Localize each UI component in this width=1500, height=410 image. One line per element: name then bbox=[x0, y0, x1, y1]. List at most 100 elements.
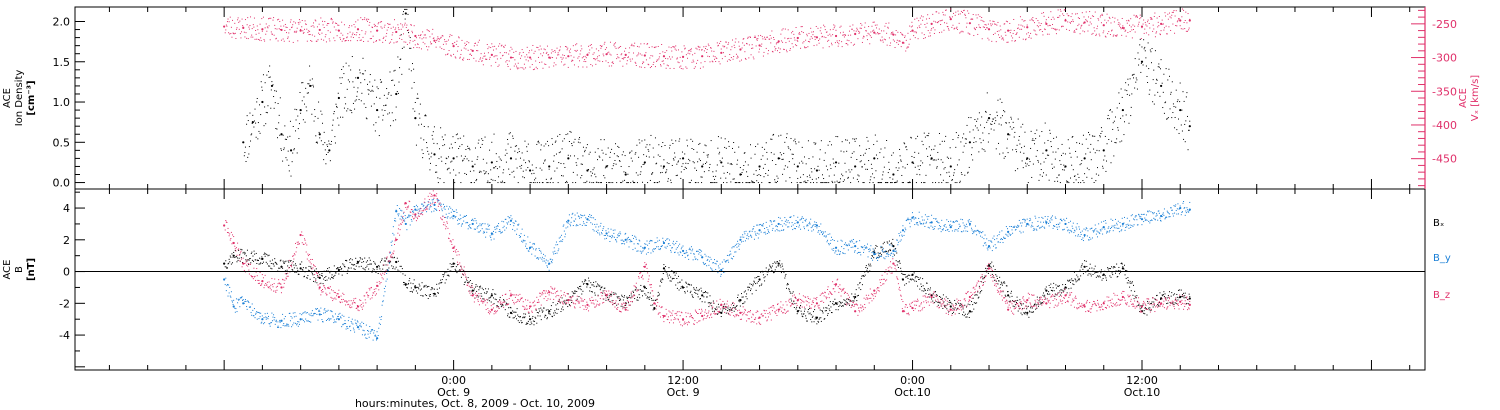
vx-sample bbox=[427, 30, 429, 32]
bx-sample bbox=[758, 285, 760, 287]
vx-sample bbox=[1066, 13, 1068, 15]
vx-sample bbox=[1059, 9, 1061, 11]
ion-density-sample bbox=[819, 158, 821, 160]
ion-density-sample bbox=[432, 131, 434, 133]
vx-sample bbox=[254, 38, 256, 40]
vx-sample bbox=[275, 37, 277, 39]
ion-density-sample bbox=[286, 138, 288, 140]
vx-sample bbox=[976, 17, 978, 19]
ion-density-sample bbox=[904, 167, 906, 169]
vx-sample bbox=[942, 14, 944, 16]
vx-sample bbox=[603, 43, 605, 45]
bx-sample bbox=[573, 293, 575, 295]
bx-sample bbox=[611, 300, 613, 302]
bx-sample bbox=[328, 277, 330, 279]
vx-sample bbox=[238, 28, 240, 30]
vx-sample bbox=[227, 18, 229, 20]
ion-density-sample bbox=[390, 94, 392, 96]
bx-sample bbox=[602, 292, 604, 294]
ion-density-sample bbox=[245, 161, 247, 163]
vx-sample bbox=[329, 40, 331, 42]
bx-sample bbox=[312, 274, 314, 276]
ion-density-sample bbox=[750, 157, 752, 159]
ion-density-sample bbox=[438, 158, 440, 160]
ion-density-sample bbox=[789, 177, 791, 179]
vx-sample bbox=[707, 55, 709, 57]
vx-sample bbox=[463, 47, 465, 49]
bx-sample bbox=[980, 281, 982, 283]
ion-density-sample bbox=[1062, 152, 1064, 154]
vx-sample bbox=[271, 33, 273, 35]
vx-sample bbox=[1108, 16, 1110, 18]
vx-sample bbox=[710, 47, 712, 49]
vx-sample bbox=[1007, 41, 1009, 43]
ion-density-sample bbox=[405, 8, 407, 10]
vx-sample bbox=[927, 30, 929, 32]
vx-sample bbox=[703, 50, 705, 52]
vx-sample bbox=[1048, 16, 1050, 18]
vx-sample bbox=[876, 24, 878, 26]
vx-sample bbox=[849, 25, 851, 27]
ion-density-sample bbox=[645, 155, 647, 157]
ion-density-sample bbox=[372, 90, 374, 92]
vx-sample bbox=[590, 44, 592, 46]
bx-sample bbox=[621, 294, 623, 296]
bx-sample bbox=[594, 294, 596, 296]
bx-sample bbox=[954, 307, 956, 309]
ion-density-sample bbox=[693, 149, 695, 151]
vx-sample bbox=[1021, 19, 1023, 21]
bx-sample bbox=[454, 268, 456, 270]
ion-density-sample bbox=[941, 140, 943, 142]
ion-density-sample bbox=[269, 76, 271, 78]
vx-sample bbox=[622, 65, 624, 67]
vx-sample bbox=[608, 51, 610, 53]
ion-density-sample bbox=[301, 100, 303, 102]
ion-density-sample bbox=[1167, 79, 1169, 81]
vx-sample bbox=[382, 41, 384, 43]
bx-sample bbox=[956, 308, 958, 310]
vx-sample bbox=[1176, 25, 1178, 27]
vx-sample bbox=[410, 24, 412, 26]
ion-density-sample bbox=[830, 144, 832, 146]
ion-density-sample bbox=[1034, 143, 1036, 145]
ion-density-sample bbox=[771, 138, 773, 140]
bx-sample bbox=[769, 264, 771, 266]
ion-density-sample bbox=[721, 157, 723, 159]
vx-sample bbox=[539, 61, 541, 63]
vx-point bbox=[414, 34, 417, 38]
vx-sample bbox=[632, 45, 634, 47]
bx-sample bbox=[812, 315, 814, 317]
vx-sample bbox=[299, 21, 301, 23]
ion-density-sample bbox=[345, 103, 347, 105]
ion-density-sample bbox=[591, 172, 593, 174]
vx-sample bbox=[584, 55, 586, 57]
bx-sample bbox=[500, 306, 502, 308]
vx-sample bbox=[572, 45, 574, 47]
vx-sample bbox=[546, 51, 548, 53]
ion-density-sample bbox=[523, 177, 525, 179]
ion-density-sample bbox=[671, 139, 673, 141]
bx-sample bbox=[531, 317, 533, 319]
ion-density-sample bbox=[679, 158, 681, 160]
vx-sample bbox=[469, 53, 471, 55]
ion-density-sample bbox=[1090, 159, 1092, 161]
bx-sample bbox=[850, 299, 852, 301]
ion-density-sample bbox=[872, 182, 874, 184]
ion-density-sample bbox=[1053, 166, 1055, 168]
bx-sample bbox=[460, 276, 462, 278]
ion-density-sample bbox=[926, 148, 928, 150]
bx-sample bbox=[562, 306, 564, 308]
ion-density-sample bbox=[851, 169, 853, 171]
vx-sample bbox=[808, 32, 810, 34]
vx-sample bbox=[944, 22, 946, 24]
vx-sample bbox=[498, 64, 500, 66]
vx-sample bbox=[248, 26, 250, 28]
ion-density-sample bbox=[892, 152, 894, 154]
ion-density-point bbox=[1064, 165, 1067, 168]
vx-sample bbox=[966, 22, 968, 24]
vx-sample bbox=[946, 25, 948, 27]
vx-sample bbox=[1115, 35, 1117, 37]
ion-density-sample bbox=[1103, 159, 1105, 161]
bx-sample bbox=[447, 274, 449, 276]
ion-density-sample bbox=[860, 154, 862, 156]
